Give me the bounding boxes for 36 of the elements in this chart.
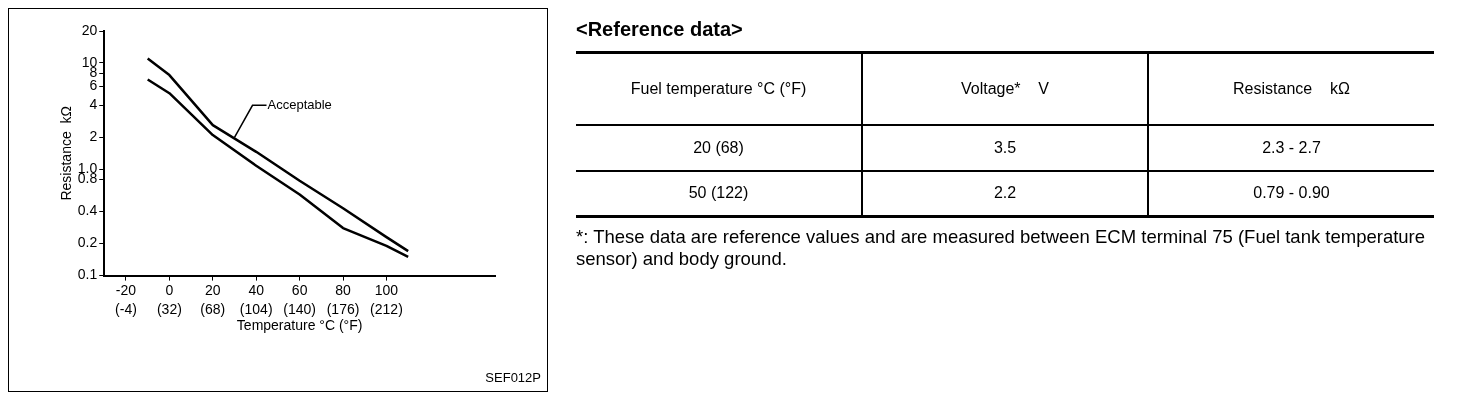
x-tick-label: 20: [205, 281, 221, 298]
y-tick-label: 0.4: [77, 202, 98, 219]
y-tick-label: 0.1: [77, 266, 98, 283]
text: 2.3 - 2.7: [1262, 138, 1321, 156]
x-tick-label: 60: [291, 281, 308, 298]
y-tick-label: 6: [89, 77, 98, 94]
y-tick-label: 2: [89, 128, 98, 145]
x2-tick-label: (104): [239, 300, 273, 317]
y-tick-label: 20: [81, 21, 98, 38]
text: 3.5: [993, 138, 1017, 156]
category-label: Voltage* V: [862, 52, 1148, 125]
x2-tick-label: (32): [156, 300, 182, 317]
x-tick-label: 100: [374, 281, 399, 298]
x-tick-label: 80: [335, 281, 352, 298]
category-label: Resistance kΩ: [1148, 52, 1434, 125]
x2-tick-label: (-4): [115, 300, 137, 317]
x-tick-label: -20: [115, 281, 137, 298]
x2-tick-label: (68): [200, 300, 226, 317]
text: 2.2: [993, 184, 1017, 202]
y-tick-label: 4: [89, 96, 98, 113]
text: 0.79 - 0.90: [1253, 184, 1330, 202]
text: <Reference data>: [576, 18, 744, 41]
y-axis-title: Resistance kΩ: [58, 106, 75, 201]
category-label: 50 (122): [688, 184, 749, 202]
text: *: These data are reference values and are measured between ECM terminal 75 (Fuel tank temperature sensor) and body ground.: [576, 226, 1427, 270]
x-tick-label: 40: [248, 281, 265, 298]
x2-tick-label: (212): [370, 300, 403, 317]
category-label: Fuel temperature °C (°F): [629, 78, 808, 99]
x2-tick-label: (140): [283, 300, 316, 317]
text: SEF012P: [485, 370, 541, 385]
annotation: Acceptable: [267, 96, 332, 112]
category-label: 20 (68): [693, 138, 744, 156]
x-axis-title: Temperature °C (°F): [236, 317, 363, 334]
x2-tick-label: (176): [326, 300, 360, 317]
x-tick-label: 0: [165, 281, 174, 298]
y-tick-label: 0.2: [77, 234, 98, 251]
